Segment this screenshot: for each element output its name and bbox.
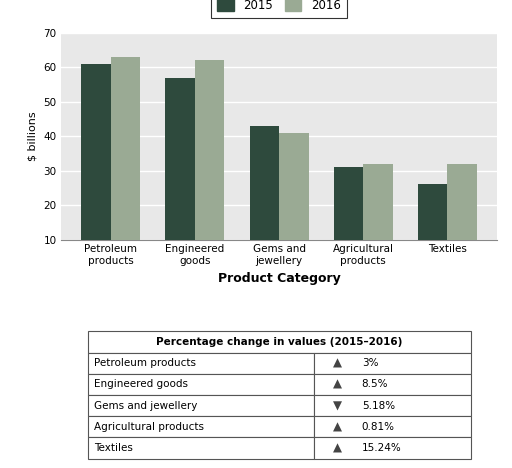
Text: Gems and jewellery: Gems and jewellery bbox=[94, 401, 198, 410]
Bar bbox=[314, 374, 471, 395]
Bar bbox=[314, 416, 471, 438]
Text: Percentage change in values (2015–2016): Percentage change in values (2015–2016) bbox=[156, 337, 402, 347]
Text: 8.5%: 8.5% bbox=[361, 380, 388, 389]
Text: Textiles: Textiles bbox=[94, 443, 133, 453]
Bar bbox=[111, 57, 140, 274]
Text: Agricultural products: Agricultural products bbox=[94, 422, 204, 432]
Bar bbox=[314, 438, 471, 459]
Bar bbox=[165, 78, 195, 274]
Bar bbox=[88, 352, 314, 374]
Bar bbox=[88, 416, 314, 438]
Text: ▼: ▼ bbox=[333, 399, 343, 412]
Bar bbox=[334, 167, 363, 274]
Text: 5.18%: 5.18% bbox=[361, 401, 395, 410]
Text: 3%: 3% bbox=[361, 358, 378, 368]
Bar bbox=[314, 352, 471, 374]
Text: ▲: ▲ bbox=[333, 441, 343, 454]
Bar bbox=[88, 438, 314, 459]
Bar bbox=[195, 60, 224, 274]
Bar bbox=[279, 133, 309, 274]
Text: 15.24%: 15.24% bbox=[361, 443, 401, 453]
Text: ▲: ▲ bbox=[333, 420, 343, 433]
Bar bbox=[88, 395, 314, 416]
Bar bbox=[314, 395, 471, 416]
X-axis label: Product Category: Product Category bbox=[218, 271, 340, 285]
Text: ▲: ▲ bbox=[333, 357, 343, 370]
Text: ▲: ▲ bbox=[333, 378, 343, 391]
Bar bbox=[249, 126, 279, 274]
Bar bbox=[418, 184, 447, 274]
Legend: 2015, 2016: 2015, 2016 bbox=[211, 0, 347, 18]
Text: 0.81%: 0.81% bbox=[361, 422, 395, 432]
Y-axis label: $ billions: $ billions bbox=[28, 111, 38, 161]
Bar bbox=[81, 64, 111, 274]
Bar bbox=[88, 331, 471, 352]
Text: Engineered goods: Engineered goods bbox=[94, 380, 188, 389]
Bar bbox=[88, 374, 314, 395]
Bar bbox=[363, 164, 393, 274]
Text: Petroleum products: Petroleum products bbox=[94, 358, 196, 368]
Bar bbox=[447, 164, 477, 274]
